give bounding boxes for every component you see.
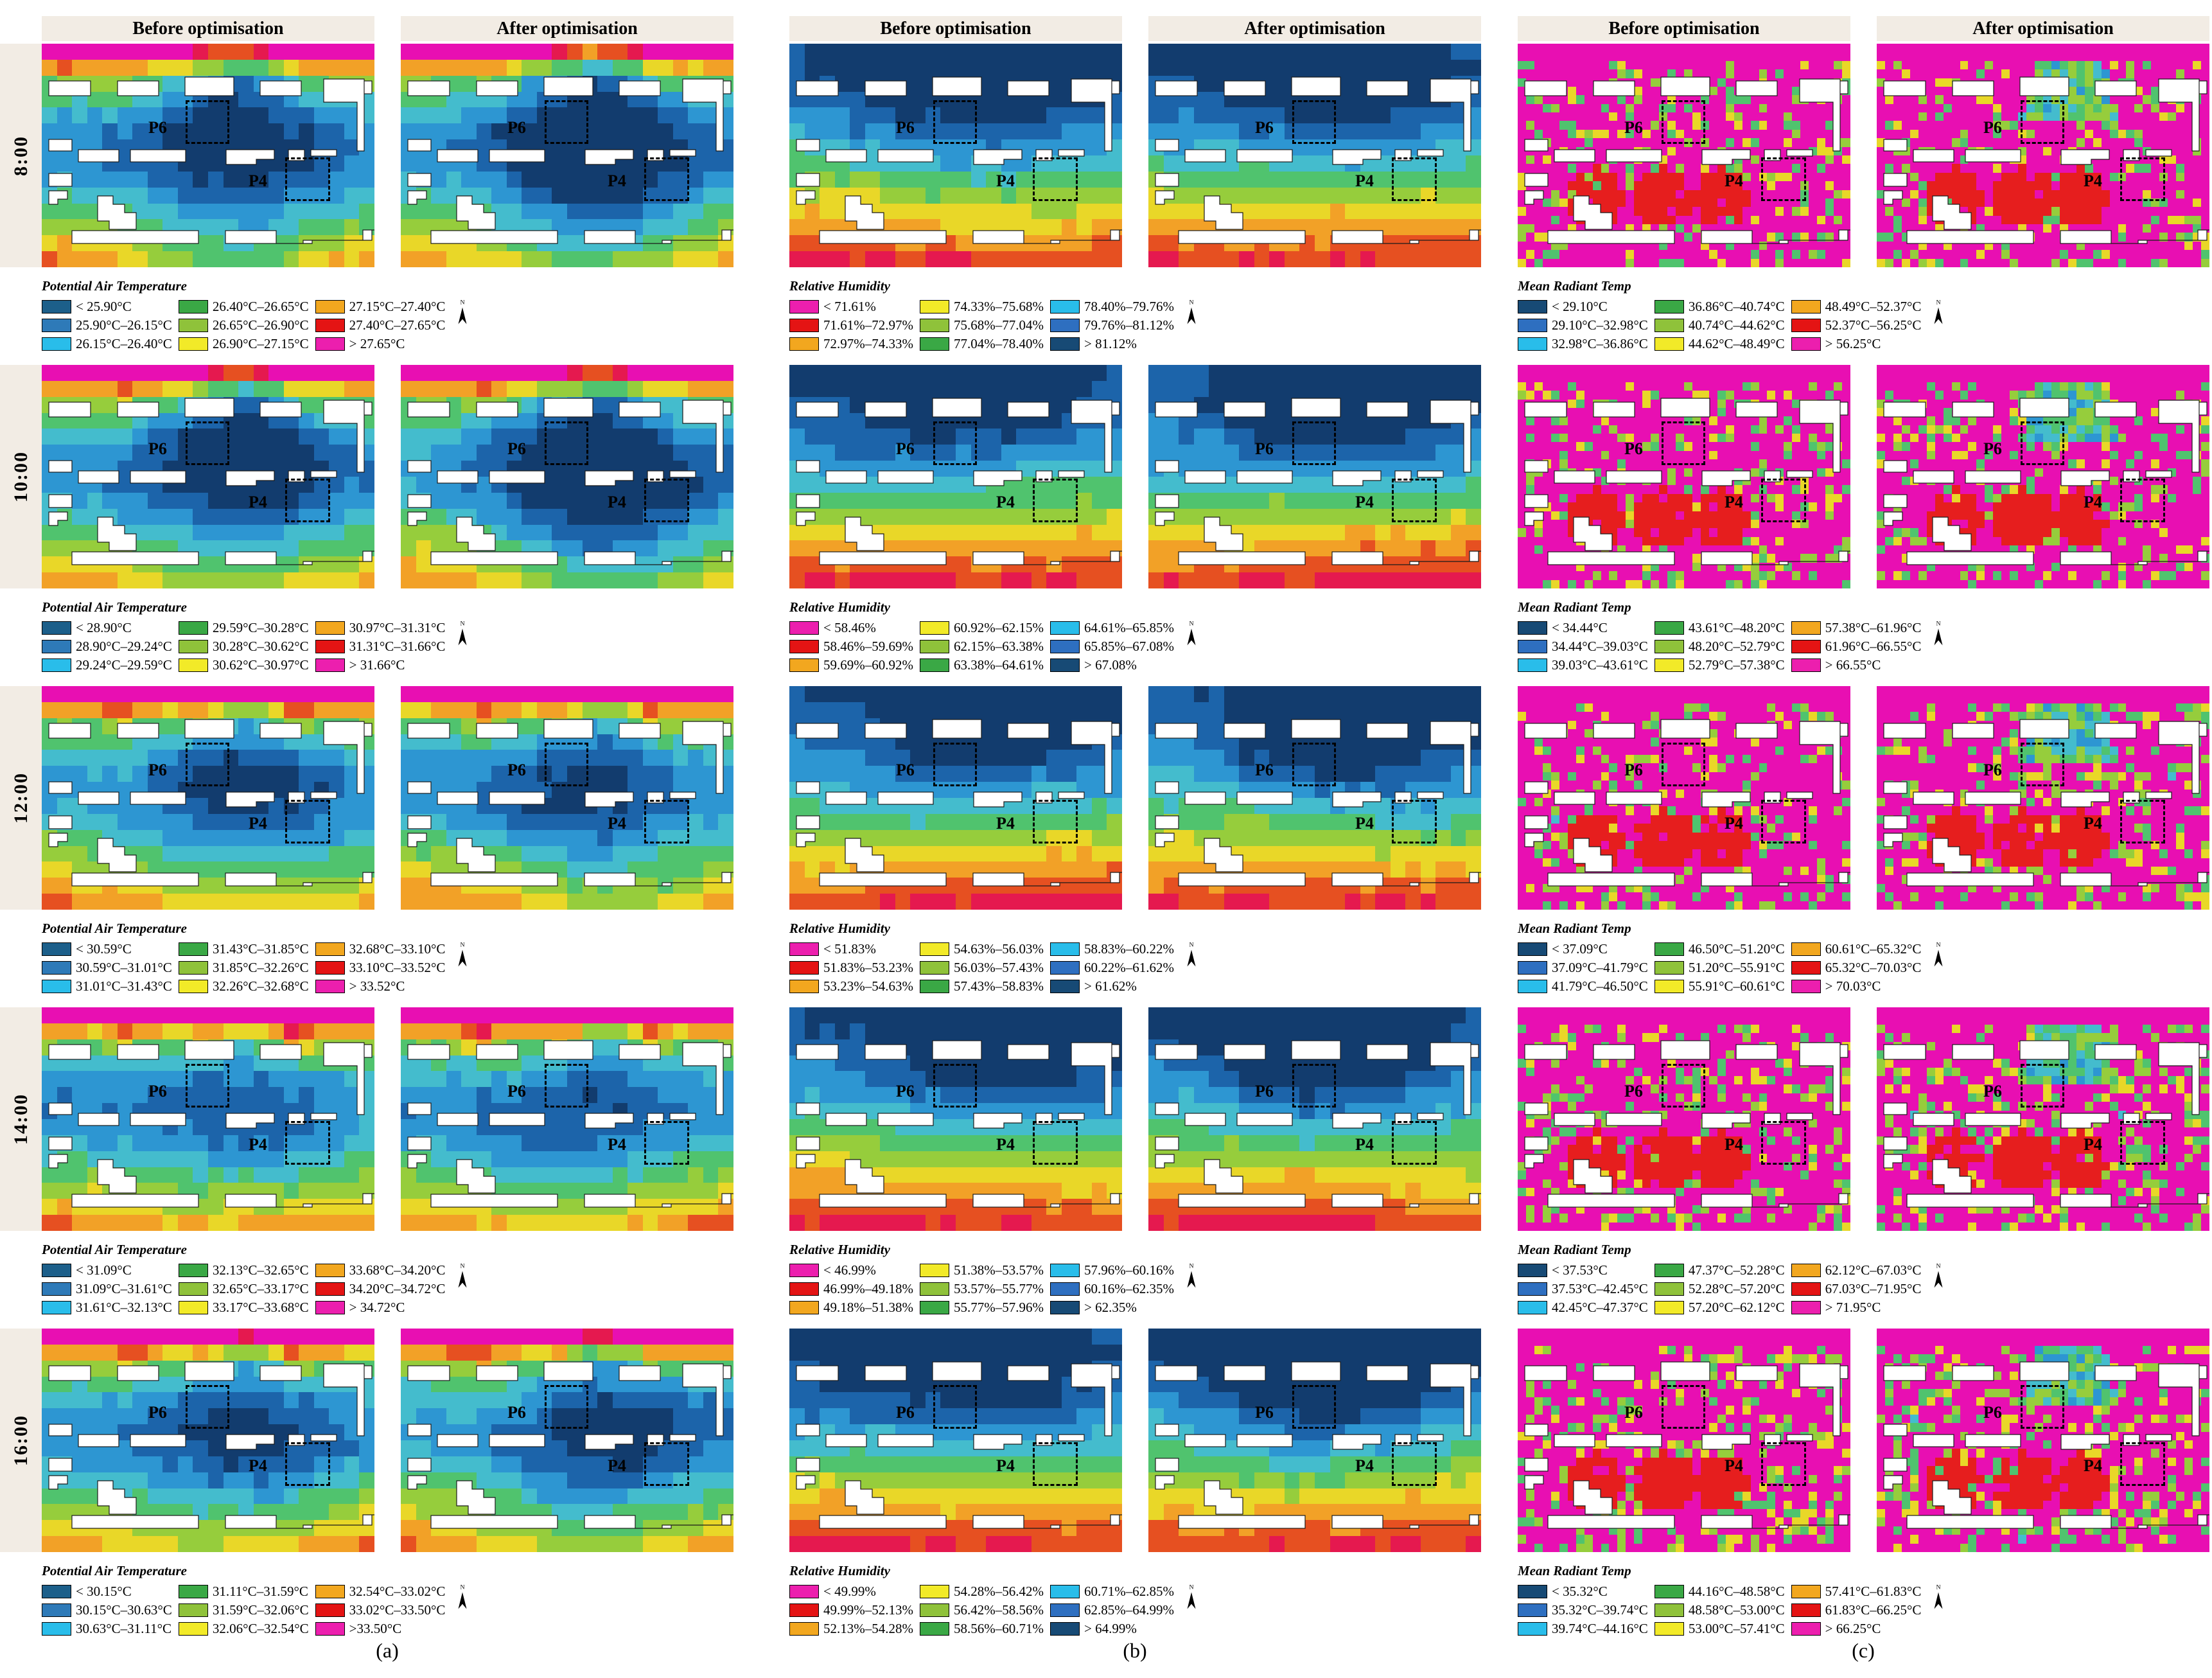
svg-text:N: N: [461, 941, 465, 948]
svg-text:N: N: [461, 299, 465, 306]
svg-text:N: N: [1189, 620, 1193, 627]
svg-text:N: N: [1936, 941, 1941, 948]
svg-text:N: N: [1189, 299, 1193, 306]
svg-text:N: N: [461, 620, 465, 627]
svg-text:N: N: [1936, 299, 1941, 306]
svg-text:N: N: [1189, 941, 1193, 948]
svg-text:N: N: [1936, 620, 1941, 627]
